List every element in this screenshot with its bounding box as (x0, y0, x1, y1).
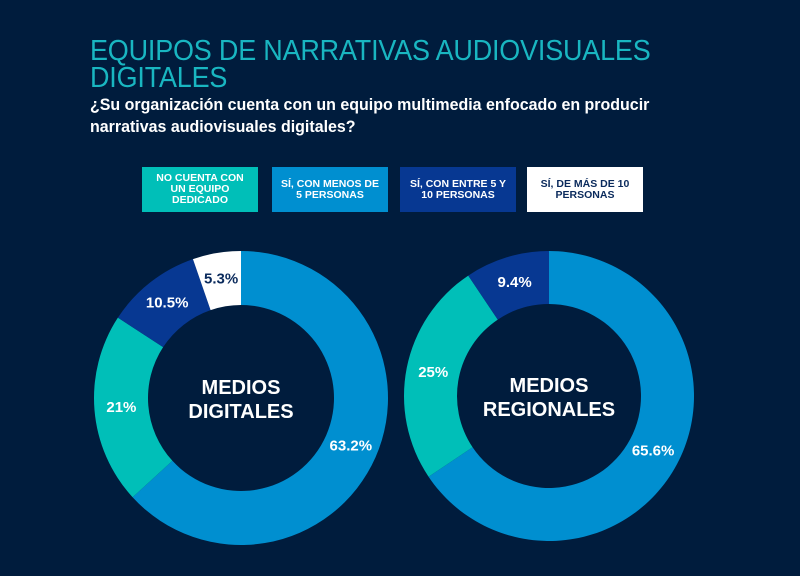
center-label: MEDIOS (202, 377, 281, 399)
slice-value-label: 25% (418, 364, 448, 381)
center-label: DIGITALES (188, 401, 293, 423)
legend-label: SÍ, DE MÁS DE 10 PERSONAS (540, 177, 630, 201)
legend-item-between-5-10: SÍ, CON ENTRE 5 Y 10 PERSONAS (400, 167, 516, 212)
slice-value-label: 9.4% (498, 274, 532, 291)
center-label: MEDIOS (510, 375, 589, 397)
slice-between-5-10 (117, 259, 211, 348)
center-label: REGIONALES (483, 399, 615, 421)
slice-no-team (404, 275, 498, 477)
legend-label: NO CUENTA CON UN EQUIPO DEDICADO (156, 172, 244, 206)
slice-value-label: 5.3% (204, 271, 238, 288)
slice-less-than-5 (132, 251, 388, 545)
legend-item-less-than-5: SÍ, CON MENOS DE 5 PERSONAS (272, 167, 388, 212)
legend-label: SÍ, CON MENOS DE 5 PERSONAS (280, 177, 379, 201)
chart-title: EQUIPOS DE NARRATIVAS AUDIOVISUALES DIGI… (90, 35, 651, 94)
chart-subtitle: ¿Su organización cuenta con un equipo mu… (90, 95, 650, 136)
slice-more-than-10 (192, 251, 241, 311)
legend-label: SÍ, CON ENTRE 5 Y 10 PERSONAS (409, 177, 507, 201)
slice-no-team (93, 317, 173, 498)
legend-item-no-team: NO CUENTA CON UN EQUIPO DEDICADO (142, 167, 258, 212)
slice-value-label: 65.6% (632, 443, 675, 460)
slice-between-5-10 (468, 251, 549, 320)
slice-value-label: 10.5% (146, 294, 189, 311)
slice-value-label: 63.2% (330, 437, 373, 454)
slice-less-than-5 (428, 251, 694, 541)
slice-value-label: 21% (106, 399, 136, 416)
legend-item-more-than-10: SÍ, DE MÁS DE 10 PERSONAS (527, 167, 643, 212)
